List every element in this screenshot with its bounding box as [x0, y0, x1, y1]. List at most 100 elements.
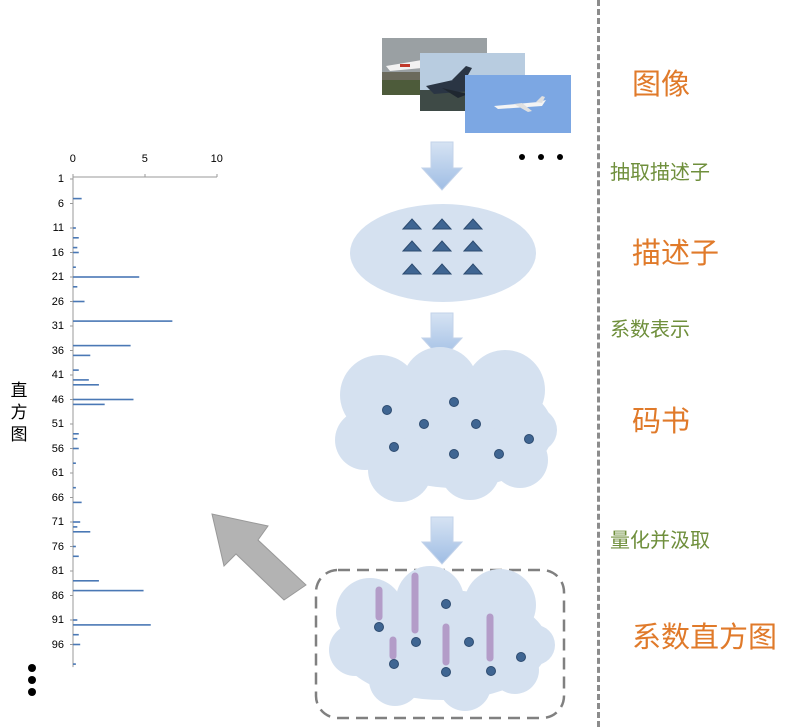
histogram-bar — [73, 663, 76, 665]
coefficient-dot — [374, 622, 384, 632]
coefficient-histogram-cloud — [329, 566, 555, 711]
y-tick-label: 41 — [51, 369, 64, 381]
coefficient-dot — [516, 652, 526, 662]
codeword-dot — [471, 419, 481, 429]
label-extract-descriptors: 抽取描述子 — [610, 160, 710, 184]
image-stack — [382, 38, 571, 133]
y-tick-label: 31 — [51, 320, 64, 332]
codeword-dot — [419, 419, 429, 429]
histogram-bar — [73, 320, 173, 322]
histogram-bar — [73, 633, 79, 636]
histogram-bar — [73, 526, 78, 528]
histogram-bar — [73, 619, 78, 621]
descriptor-triangle-icon — [462, 263, 484, 275]
descriptor-triangles — [401, 218, 484, 275]
codebook-dots — [382, 397, 534, 459]
histogram-bar — [73, 589, 144, 592]
histogram-bar — [73, 624, 151, 626]
y-tick-label: 16 — [51, 246, 64, 259]
histogram-bar — [73, 462, 76, 464]
airliner-sky-photo-icon — [465, 75, 571, 133]
codeword-dot — [389, 442, 399, 452]
y-tick-label: 61 — [51, 467, 64, 479]
gray-pointer-arrow — [211, 513, 307, 601]
histogram-bar — [73, 643, 81, 646]
coefficient-dot — [441, 599, 451, 609]
y-tick-label: 66 — [51, 491, 64, 504]
coefficient-dot — [411, 637, 421, 647]
histogram-bars — [73, 197, 173, 665]
vertical-divider — [597, 0, 600, 727]
histogram-bar — [73, 300, 85, 303]
coefficient-dot — [486, 666, 496, 676]
histogram-bar — [73, 379, 89, 381]
y-tick-label: 51 — [51, 418, 64, 430]
label-quantize-pool: 量化并汲取 — [610, 528, 710, 552]
histogram-y-axis-label: 直方图 — [10, 381, 28, 445]
codeword-dot — [382, 405, 392, 415]
y-tick-label: 76 — [51, 540, 64, 553]
histogram-axes — [70, 174, 218, 668]
y-tick-label: 56 — [51, 442, 64, 455]
descriptor-triangle-icon — [431, 263, 453, 275]
y-tick-label: 46 — [51, 393, 64, 406]
coefficient-dot — [441, 667, 451, 677]
histogram-bar — [73, 433, 79, 435]
label-coefficient-histogram: 系数直方图 — [632, 620, 778, 654]
histogram-bar — [73, 384, 99, 386]
label-coefficient-representation: 系数表示 — [610, 317, 690, 341]
histogram-bar — [73, 531, 91, 533]
histogram-bar — [73, 580, 99, 582]
histogram-bar — [73, 266, 76, 268]
y-tick-label: 71 — [51, 516, 64, 528]
descriptor-ellipse — [350, 204, 536, 302]
y-tick-label: 86 — [51, 589, 64, 602]
histogram-bar — [73, 521, 81, 523]
codeword-dot — [524, 434, 534, 444]
descriptor-triangle-icon — [431, 218, 453, 230]
descriptor-triangle-icon — [401, 218, 423, 230]
histogram-bar — [73, 437, 78, 440]
histogram-bar — [73, 403, 105, 406]
coefficient-dot — [389, 659, 399, 669]
y-tick-label: 11 — [52, 222, 64, 234]
y-tick-label: 96 — [51, 638, 64, 651]
descriptor-triangle-icon — [401, 240, 423, 252]
histogram-bar — [73, 286, 78, 288]
codeword-dot — [494, 449, 504, 459]
histogram-bar — [73, 398, 134, 401]
y-tick-label: 36 — [51, 344, 64, 357]
y-tick-label: 81 — [51, 565, 64, 577]
histogram-bar — [73, 251, 79, 254]
histogram-bar — [73, 354, 91, 357]
histogram-bar — [73, 555, 79, 558]
histogram-bar — [73, 276, 140, 278]
y-tick-label: 1 — [57, 173, 64, 185]
coefficient-dots — [374, 599, 526, 677]
down-arrow-1 — [420, 141, 464, 191]
x-tick-label: 10 — [210, 153, 223, 165]
y-tick-label: 6 — [57, 197, 64, 210]
y-tick-label: 21 — [51, 271, 64, 283]
codeword-dot — [449, 449, 459, 459]
descriptor-triangle-icon — [462, 240, 484, 252]
y-tick-label: 26 — [51, 295, 64, 308]
coefficient-dot — [464, 637, 474, 647]
coefficient-bars — [375, 572, 494, 666]
descriptor-triangle-icon — [401, 263, 423, 275]
codebook-cloud — [335, 347, 557, 502]
histogram-bar — [73, 344, 131, 347]
codeword-dot — [449, 397, 459, 407]
histogram-bar — [73, 369, 79, 371]
histogram-bar — [73, 486, 76, 489]
x-tick-label: 0 — [69, 153, 76, 165]
descriptor-triangle-icon — [462, 218, 484, 230]
histogram-bar — [73, 237, 79, 239]
label-codebook: 码书 — [632, 404, 691, 438]
descriptor-triangle-icon — [431, 240, 453, 252]
histogram-bar — [73, 197, 82, 200]
histogram-bar — [73, 447, 79, 450]
vertical-ellipsis — [28, 664, 36, 700]
